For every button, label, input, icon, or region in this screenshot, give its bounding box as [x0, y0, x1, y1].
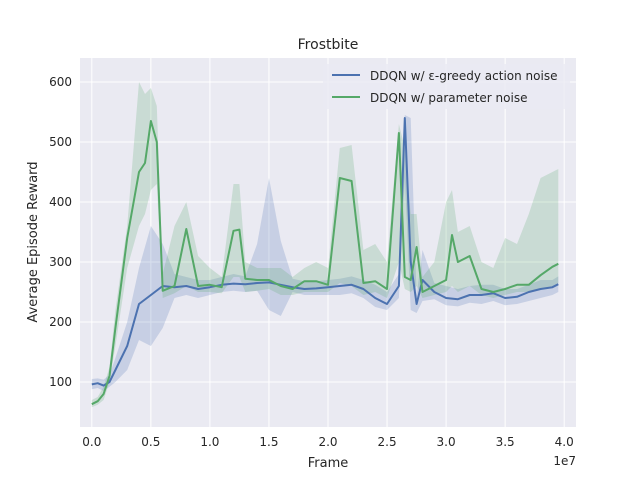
confidence-bands [91, 82, 559, 408]
x-tick-labels: 0.0 0.5 1.0 1.5 2.0 2.5 3.0 3.5 4.0 [82, 435, 573, 449]
x-tick-label: 2.5 [378, 435, 397, 449]
x-axis-offset-label: 1e7 [553, 454, 576, 468]
y-tick-label: 200 [49, 315, 72, 329]
series-lines [91, 117, 559, 406]
y-tick-label: 600 [49, 75, 72, 89]
legend-label-ddqn-epsilon-greedy: DDQN w/ ε-greedy action noise [370, 69, 557, 83]
y-tick-labels: 100 200 300 400 500 600 [49, 75, 72, 389]
y-tick-label: 500 [49, 135, 72, 149]
y-axis-label: Average Episode Reward [26, 161, 41, 322]
chart-title: Frostbite [298, 37, 359, 53]
x-tick-label: 4.0 [555, 435, 574, 449]
y-tick-label: 100 [49, 375, 72, 389]
legend: DDQN w/ ε-greedy action noise DDQN w/ pa… [323, 64, 570, 109]
legend-label-ddqn-parameter-noise: DDQN w/ parameter noise [370, 91, 527, 105]
x-tick-label: 1.0 [200, 435, 219, 449]
y-tick-label: 400 [49, 195, 72, 209]
x-tick-label: 0.0 [82, 435, 101, 449]
series-line-0 [91, 117, 559, 387]
x-tick-label: 3.5 [496, 435, 515, 449]
legend-box [323, 64, 570, 109]
x-axis-label: Frame [308, 456, 349, 471]
series-line-1 [91, 120, 559, 406]
x-tick-label: 3.0 [437, 435, 456, 449]
y-tick-label: 300 [49, 255, 72, 269]
x-tick-label: 1.5 [259, 435, 278, 449]
series-band-1 [91, 82, 559, 408]
x-tick-label: 2.0 [318, 435, 337, 449]
x-tick-label: 0.5 [141, 435, 160, 449]
